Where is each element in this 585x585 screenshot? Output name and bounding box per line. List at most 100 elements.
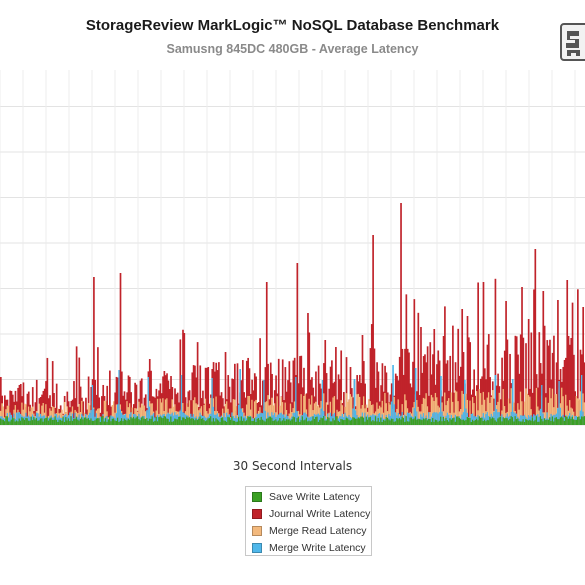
save-write-bar xyxy=(422,418,425,425)
journal-write-bar xyxy=(240,380,243,425)
save-write-bar xyxy=(164,416,167,425)
journal-write-bar xyxy=(296,263,299,425)
save-write-bar xyxy=(107,419,110,425)
merge-write-bar xyxy=(438,412,441,425)
save-write-bar xyxy=(558,419,561,425)
merge-read-bar xyxy=(471,397,474,425)
journal-write-bar xyxy=(95,394,98,425)
save-write-bar xyxy=(2,419,5,425)
save-write-bar xyxy=(351,419,353,425)
save-write-bar xyxy=(541,418,543,425)
merge-read-bar xyxy=(309,404,312,425)
save-write-bar xyxy=(537,421,539,425)
save-write-bar xyxy=(316,416,319,425)
series-bars xyxy=(0,203,585,425)
journal-write-bar xyxy=(421,372,424,425)
journal-write-bar xyxy=(559,369,562,425)
merge-read-bar xyxy=(551,388,554,425)
save-write-bar xyxy=(453,417,456,425)
save-write-bar xyxy=(416,419,418,425)
merge-read-bar xyxy=(429,411,432,425)
merge-read-bar xyxy=(478,389,481,425)
save-write-bar xyxy=(574,419,577,425)
journal-write-bar xyxy=(418,395,421,425)
journal-write-bar xyxy=(369,348,372,425)
save-write-bar xyxy=(142,416,144,425)
save-write-bar xyxy=(245,420,248,425)
journal-write-bar xyxy=(122,395,124,425)
merge-read-bar xyxy=(518,409,521,425)
merge-read-bar xyxy=(358,396,361,425)
save-write-bar xyxy=(115,421,118,425)
journal-write-bar xyxy=(207,367,210,425)
journal-write-bar xyxy=(252,390,255,425)
save-write-bar xyxy=(198,418,200,425)
save-write-bar xyxy=(581,416,583,425)
save-write-bar xyxy=(430,421,433,425)
merge-read-bar xyxy=(222,408,224,425)
save-write-bar xyxy=(487,420,490,425)
save-write-bar xyxy=(296,418,299,425)
save-write-bar xyxy=(9,421,11,425)
journal-write-bar xyxy=(449,355,452,425)
save-write-bar xyxy=(179,416,182,425)
save-write-bar xyxy=(406,421,409,425)
save-write-bar xyxy=(577,417,579,425)
save-write-bar xyxy=(273,420,276,425)
save-write-bar xyxy=(497,418,499,425)
save-write-bar xyxy=(333,420,336,425)
save-write-bar xyxy=(122,421,124,425)
journal-write-bar xyxy=(308,332,311,425)
merge-read-bar xyxy=(349,394,352,425)
save-write-bar xyxy=(276,421,279,425)
journal-write-bar xyxy=(45,381,47,425)
save-write-bar xyxy=(83,417,86,425)
save-write-bar xyxy=(312,416,315,425)
merge-read-bar xyxy=(97,408,99,425)
journal-write-bar xyxy=(453,392,456,425)
save-write-bar xyxy=(357,417,360,425)
save-write-bar xyxy=(291,419,293,425)
save-write-bar xyxy=(573,419,575,425)
save-write-bar xyxy=(234,420,236,425)
save-write-bar xyxy=(154,420,156,425)
save-write-bar xyxy=(0,418,2,425)
merge-read-bar xyxy=(566,405,569,425)
save-write-bar xyxy=(248,416,251,425)
journal-write-bar xyxy=(335,347,337,425)
merge-write-bar xyxy=(558,381,561,425)
save-write-bar xyxy=(402,417,405,425)
merge-read-bar xyxy=(460,409,462,425)
journal-write-bar xyxy=(124,399,127,425)
save-write-bar xyxy=(545,419,547,425)
merge-read-bar xyxy=(583,402,585,425)
merge-read-bar xyxy=(424,398,426,425)
journal-write-bar xyxy=(22,382,25,425)
merge-read-bar xyxy=(523,401,526,425)
save-write-bar xyxy=(41,418,43,425)
merge-read-bar xyxy=(245,404,248,425)
journal-write-bar xyxy=(509,353,511,425)
journal-write-bar xyxy=(190,400,192,425)
save-write-bar xyxy=(470,421,473,425)
journal-write-bar xyxy=(530,332,533,425)
save-write-bar xyxy=(89,420,91,425)
save-write-bar xyxy=(392,418,394,425)
merge-write-bar xyxy=(264,410,267,425)
save-write-bar xyxy=(361,416,364,425)
journal-write-bar xyxy=(55,383,58,425)
save-write-bar xyxy=(268,416,271,425)
save-write-bar xyxy=(481,417,483,425)
journal-write-bar xyxy=(115,376,118,425)
save-write-bar xyxy=(388,419,390,425)
save-write-bar xyxy=(220,417,223,425)
merge-write-bar xyxy=(235,415,238,425)
merge-write-bar xyxy=(581,375,583,425)
journal-write-bar xyxy=(78,357,81,425)
journal-write-bar xyxy=(362,361,365,425)
journal-write-bar xyxy=(285,391,288,425)
save-write-bar xyxy=(152,421,155,425)
merge-read-bar xyxy=(578,399,581,425)
save-write-bar xyxy=(490,418,493,425)
merge-write-bar xyxy=(376,416,378,425)
